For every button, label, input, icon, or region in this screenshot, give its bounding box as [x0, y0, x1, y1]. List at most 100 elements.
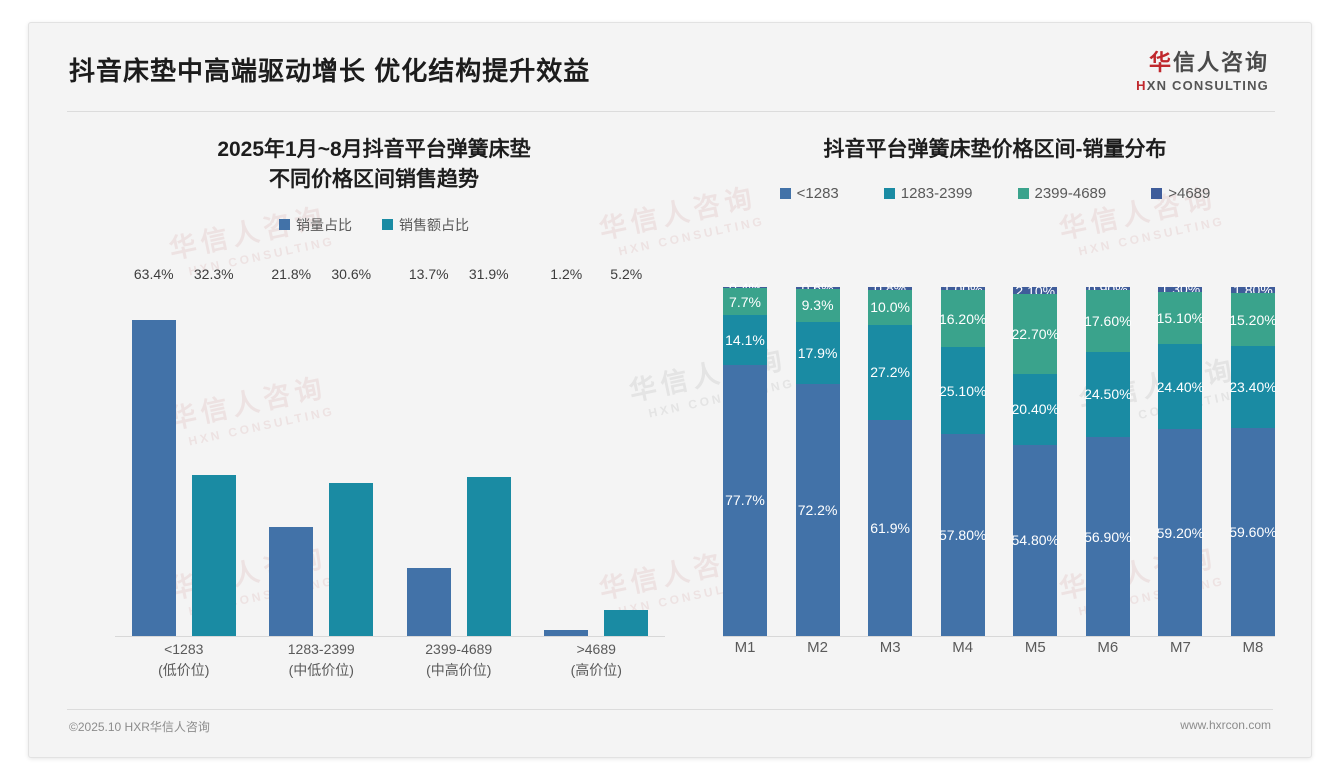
- segment-value-label: 25.10%: [938, 382, 987, 399]
- left-chart-plot-area: 63.4% 32.3% 21.8% 30.6% 13.7% 31.9% 1.2% 5.2%: [115, 266, 666, 637]
- x-axis-tick-label: M7: [1169, 639, 1191, 656]
- stacked-bar-segment[interactable]: 25.10%: [938, 346, 987, 435]
- bar[interactable]: 1.2%: [544, 266, 589, 636]
- bar-column[interactable]: 63.4%: [131, 266, 176, 636]
- right-legend-item-1[interactable]: 1283-2399: [883, 185, 973, 202]
- slide-canvas: 华信人咨询 HXN CONSULTING 华信人咨询 HXN CONSULTIN…: [28, 22, 1312, 758]
- stacked-bar-segment[interactable]: 72.2%: [795, 384, 840, 636]
- header-divider: [67, 111, 1275, 112]
- bar-value-label: 5.2%: [610, 266, 643, 282]
- bar-value-label: 30.6%: [331, 266, 372, 282]
- x-axis-tick-main: 1283-2399: [287, 641, 355, 657]
- bar-column[interactable]: 5.2%: [604, 266, 649, 636]
- segment-value-label: 14.1%: [725, 331, 765, 348]
- page-title: 抖音床垫中高端驱动增长 优化结构提升效益: [69, 56, 591, 86]
- stacked-bar-column[interactable]: 0.6% 9.3% 17.9% 72.2%: [795, 280, 840, 636]
- stacked-bar-segment[interactable]: 27.2%: [868, 324, 913, 420]
- segment-value-label: 56.90%: [1084, 528, 1132, 545]
- bar-value-label: 13.7%: [408, 266, 449, 282]
- stacked-bar-segment[interactable]: 24.50%: [1084, 351, 1132, 438]
- stacked-bar-segment[interactable]: 61.9%: [868, 419, 913, 636]
- segment-value-label: 17.60%: [1084, 312, 1132, 329]
- stacked-bar-segment[interactable]: 56.90%: [1084, 437, 1132, 636]
- bar[interactable]: 32.3%: [191, 266, 236, 636]
- bar-column[interactable]: 32.3%: [191, 266, 236, 636]
- stacked-bar-segment[interactable]: 15.10%: [1156, 291, 1205, 345]
- bar-column[interactable]: 1.2%: [544, 266, 589, 636]
- bar[interactable]: 63.4%: [131, 266, 176, 636]
- stacked-bar-segment[interactable]: 23.40%: [1229, 346, 1277, 428]
- bar-value-label: 31.9%: [468, 266, 509, 282]
- segment-value-label: 9.3%: [801, 297, 834, 314]
- stacked-bar-column[interactable]: 1.00% 16.20% 25.10% 57.80%: [938, 281, 987, 636]
- stacked-bar-column[interactable]: 1.80% 15.20% 23.40% 59.60%: [1229, 282, 1277, 636]
- bar[interactable]: 5.2%: [604, 266, 649, 636]
- segment-value-label: 7.7%: [729, 293, 761, 310]
- stacked-bar-segment[interactable]: 57.80%: [939, 434, 986, 636]
- x-axis-tick-label: M8: [1242, 639, 1264, 656]
- stacked-bar-segment[interactable]: 16.20%: [938, 290, 987, 347]
- bar-group: 1.2% 5.2%: [528, 266, 666, 636]
- logo-en-rest: XN CONSULTING: [1146, 78, 1269, 94]
- legend-swatch-icon: [1151, 187, 1163, 199]
- bar-column[interactable]: 31.9%: [466, 266, 511, 636]
- logo-cn-first-char: 华: [1148, 50, 1173, 75]
- footer-website: www.hxrcon.com: [1180, 718, 1271, 732]
- x-axis-tick-sub: (高价位): [570, 662, 622, 678]
- segment-value-label: 15.20%: [1229, 311, 1277, 328]
- stacked-bar-segment[interactable]: 14.1%: [723, 315, 767, 365]
- left-chart-x-axis: <1283 (低价位) 1283-2399 (中低价位) 2399-4689 (中高价位)…: [115, 639, 665, 681]
- bar[interactable]: 31.9%: [466, 266, 511, 636]
- x-axis-tick-label: <1283 (低价位): [115, 639, 253, 681]
- stacked-bar-segment[interactable]: 59.60%: [1229, 428, 1277, 636]
- stacked-bar-segment[interactable]: 9.3%: [795, 289, 840, 322]
- right-legend-item-2[interactable]: 2399-4689: [1017, 185, 1106, 202]
- stacked-bar-segment[interactable]: 22.70%: [1012, 294, 1059, 374]
- stacked-bar-segment[interactable]: 77.7%: [723, 364, 767, 636]
- bar-column[interactable]: 30.6%: [329, 266, 374, 636]
- x-axis-tick-label: M6: [1097, 639, 1119, 656]
- segment-value-label: 59.60%: [1229, 524, 1277, 540]
- left-chart-legend: 销量占比 销售额占比: [59, 215, 689, 235]
- x-axis-tick-sub: (低价位): [158, 662, 210, 678]
- stacked-bar-segment[interactable]: 2.10%: [1013, 283, 1058, 299]
- segment-value-label: 23.40%: [1229, 379, 1277, 396]
- right-legend-item-3[interactable]: >4689: [1151, 185, 1210, 202]
- legend-swatch-icon: [1017, 187, 1029, 199]
- stacked-bar-segment[interactable]: 10.0%: [868, 289, 913, 325]
- bar[interactable]: 13.7%: [406, 266, 451, 636]
- stacked-bar-segment[interactable]: 20.40%: [1012, 373, 1059, 445]
- segment-value-label: 10.0%: [870, 299, 910, 316]
- stacked-bar-column[interactable]: 1.30% 15.10% 24.40% 59.20%: [1156, 281, 1205, 636]
- stacked-bar-segment[interactable]: 17.60%: [1084, 290, 1132, 352]
- stacked-bar-segment[interactable]: 54.80%: [1012, 444, 1059, 636]
- x-axis-tick-sub: (中高价位): [426, 662, 492, 678]
- x-axis-tick-main: 2399-4689: [425, 641, 493, 657]
- x-axis-tick-label: M1: [734, 639, 756, 656]
- legend-swatch-icon: [382, 219, 393, 231]
- stacked-bar-segment[interactable]: 7.7%: [723, 288, 767, 316]
- bar[interactable]: 21.8%: [269, 266, 314, 636]
- segment-value-label: 24.50%: [1084, 386, 1132, 403]
- stacked-bar-segment[interactable]: 15.20%: [1229, 293, 1277, 347]
- stacked-bar-column[interactable]: 2.10% 22.70% 20.40% 54.80%: [1012, 283, 1059, 636]
- x-axis-tick-sub: (中低价位): [288, 662, 354, 678]
- left-legend-item-0[interactable]: 销量占比: [279, 215, 352, 235]
- stacked-bar-segment[interactable]: 59.20%: [1157, 429, 1204, 636]
- segment-value-label: 15.10%: [1156, 309, 1205, 326]
- right-legend-item-0[interactable]: <1283: [779, 185, 839, 202]
- logo-chinese-text: 华信人咨询: [1136, 50, 1269, 75]
- bar-column[interactable]: 21.8%: [269, 266, 314, 636]
- bar-column[interactable]: 13.7%: [406, 266, 451, 636]
- x-axis-tick-label: >4689 (高价位): [528, 639, 666, 681]
- left-legend-item-1[interactable]: 销售额占比: [382, 215, 469, 235]
- segment-value-label: 16.20%: [938, 310, 987, 327]
- legend-label: 销量占比: [296, 216, 352, 233]
- bar[interactable]: 30.6%: [329, 266, 374, 636]
- stacked-bar-segment[interactable]: 17.9%: [795, 321, 840, 385]
- right-stacked-bar-chart: 0.4%7.7%14.1%77.7%0.6%9.3%17.9%72.2%0.8%…: [697, 280, 1293, 699]
- stacked-bar-segment[interactable]: 24.40%: [1157, 344, 1204, 430]
- stacked-bar-column[interactable]: 0.90% 17.60% 24.50% 56.90%: [1084, 281, 1132, 636]
- stacked-bar-column[interactable]: 0.8% 10.0% 27.2% 61.9%: [868, 280, 913, 636]
- stacked-bar-column[interactable]: 0.4%7.7%14.1%77.7%: [723, 280, 767, 636]
